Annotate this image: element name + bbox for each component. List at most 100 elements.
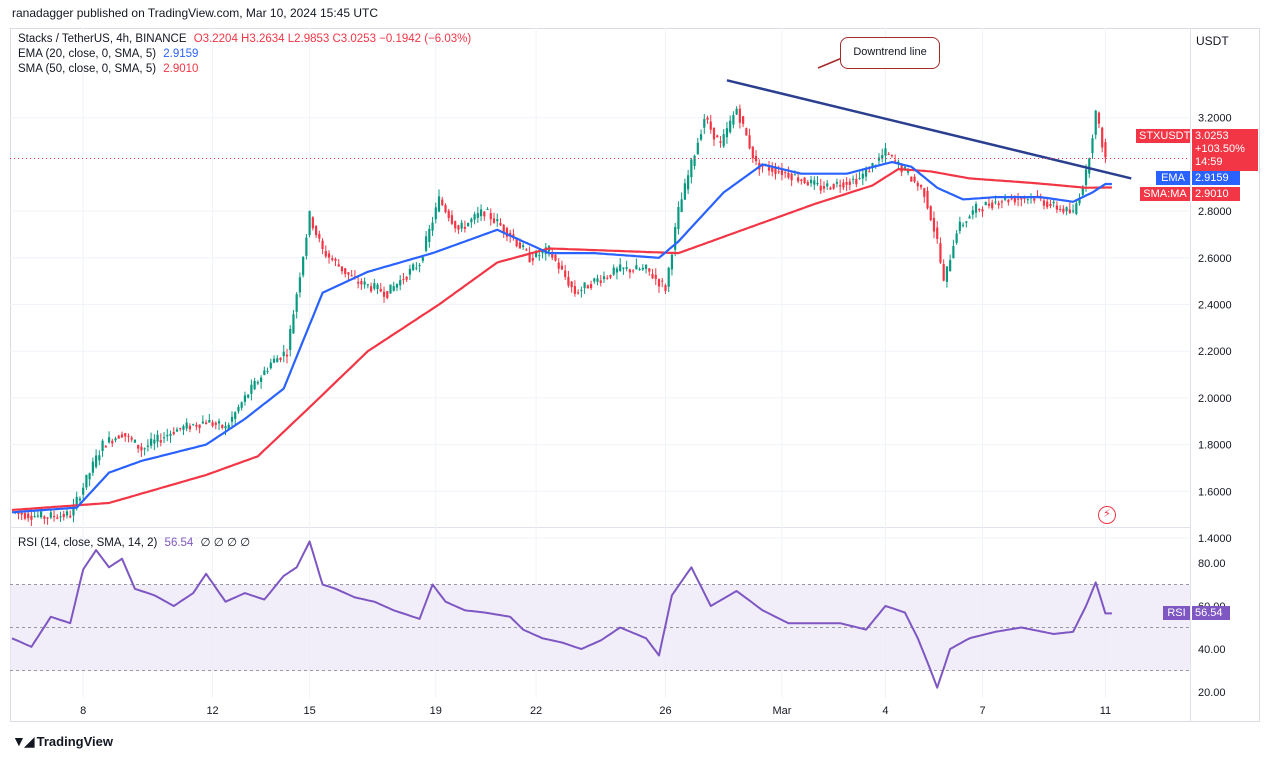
candle-body xyxy=(784,172,787,174)
candle-body xyxy=(137,444,140,449)
candle-body xyxy=(661,280,664,282)
candle-body xyxy=(150,438,153,446)
candle-body xyxy=(832,184,835,189)
candle-body xyxy=(1068,209,1071,213)
candle-body xyxy=(1094,110,1097,135)
candle-body xyxy=(318,233,321,239)
candle-body xyxy=(224,425,227,429)
price-tick-label: 2.6000 xyxy=(1198,253,1232,265)
candle-body xyxy=(1104,142,1107,158)
candle-body xyxy=(85,474,88,488)
candle-body xyxy=(580,289,583,291)
candle-body xyxy=(412,264,415,270)
candle-body xyxy=(91,461,94,473)
candle-body xyxy=(945,266,949,282)
candle-body xyxy=(1084,169,1088,185)
candle-body xyxy=(635,265,638,270)
candle-body xyxy=(159,440,162,443)
legend-ema-row[interactable]: EMA (20, close, 0, SMA, 5) 2.9159 xyxy=(18,47,198,62)
legend-symbol[interactable]: Stacks / TetherUS, 4h, BINANCE xyxy=(18,33,187,45)
candle-body xyxy=(984,202,987,206)
candle-body xyxy=(334,258,337,261)
candle-body xyxy=(295,294,298,312)
pane-separator[interactable] xyxy=(10,527,1190,528)
candle-body xyxy=(790,173,793,181)
candle-body xyxy=(247,394,250,398)
candle-body xyxy=(421,257,424,261)
price-tick-label: 1.6000 xyxy=(1198,486,1232,498)
candle-body xyxy=(774,168,777,175)
candle-body xyxy=(861,173,864,179)
candle-body xyxy=(858,177,861,179)
candle-body xyxy=(402,279,405,281)
downtrend-annotation[interactable]: Downtrend line xyxy=(840,37,940,69)
candle-body xyxy=(742,116,745,124)
candle-body xyxy=(408,268,412,275)
candle-body xyxy=(467,222,470,226)
lightning-icon[interactable]: ⚡ xyxy=(1098,506,1116,524)
rsi-name-badge: RSI xyxy=(1163,606,1190,620)
candle-body xyxy=(344,268,347,274)
candle-body xyxy=(816,182,819,185)
candle-body xyxy=(72,504,75,516)
candle-body xyxy=(586,285,589,289)
candle-body xyxy=(725,128,729,138)
candle-body xyxy=(877,157,881,161)
candle-body xyxy=(994,201,997,203)
price-tick-label: 2.0000 xyxy=(1198,393,1232,405)
currency-unit-label[interactable]: USDT xyxy=(1196,34,1229,48)
candle-body xyxy=(583,282,586,289)
candle-body xyxy=(46,517,49,519)
candle-body xyxy=(505,228,509,237)
candle-body xyxy=(386,291,389,298)
candle-body xyxy=(1000,201,1004,203)
legend-rsi-row[interactable]: RSI (14, close, SMA, 14, 2) 56.54 ∅ ∅ ∅ … xyxy=(18,536,250,551)
candle-body xyxy=(1062,208,1065,213)
downtrend-line xyxy=(726,79,1132,180)
candle-body xyxy=(454,221,457,229)
candle-body xyxy=(117,435,120,439)
candle-body xyxy=(987,203,991,206)
candle-body xyxy=(1013,197,1016,203)
candle-body xyxy=(415,267,418,269)
legend-rsi-label: RSI (14, close, SMA, 14, 2) xyxy=(18,537,158,549)
candle-body xyxy=(1004,196,1007,200)
candle-body xyxy=(968,216,971,219)
price-tick-label: 2.2000 xyxy=(1198,346,1232,358)
candle-body xyxy=(88,473,91,480)
candle-body xyxy=(208,420,211,423)
candle-body xyxy=(845,182,848,185)
candle-body xyxy=(1059,208,1062,210)
legend-sma-row[interactable]: SMA (50, close, 0, SMA, 5) 2.9010 xyxy=(18,62,198,77)
candle-body xyxy=(373,283,376,289)
candle-body xyxy=(266,370,269,372)
ema-value-badge: 2.9159 xyxy=(1192,171,1240,185)
tradingview-logo-icon: ▼◢ xyxy=(12,733,35,749)
legend-rsi-value: 56.54 xyxy=(164,537,194,549)
candle-body xyxy=(638,269,641,271)
candle-body xyxy=(276,358,279,363)
candle-body xyxy=(602,276,606,280)
candle-body xyxy=(955,233,958,243)
candle-body xyxy=(842,182,845,188)
candle-body xyxy=(428,228,431,242)
candle-body xyxy=(405,276,408,280)
candle-body xyxy=(237,406,240,412)
candle-body xyxy=(389,284,392,294)
footer-brand[interactable]: ▼◢ TradingView xyxy=(12,733,113,750)
candle-body xyxy=(819,185,822,191)
candle-body xyxy=(518,242,521,249)
candle-body xyxy=(327,253,331,258)
candle-body xyxy=(923,188,926,197)
candle-body xyxy=(596,278,599,282)
candle-body xyxy=(1052,201,1055,204)
candle-body xyxy=(716,135,719,138)
sma-value-badge: 2.9010 xyxy=(1192,187,1240,201)
candle-body xyxy=(107,437,111,443)
legend-ema-label: EMA (20, close, 0, SMA, 5) xyxy=(18,48,157,60)
candle-body xyxy=(337,264,340,267)
candle-body xyxy=(234,412,237,419)
candle-body xyxy=(52,516,56,518)
candle-body xyxy=(78,498,82,501)
